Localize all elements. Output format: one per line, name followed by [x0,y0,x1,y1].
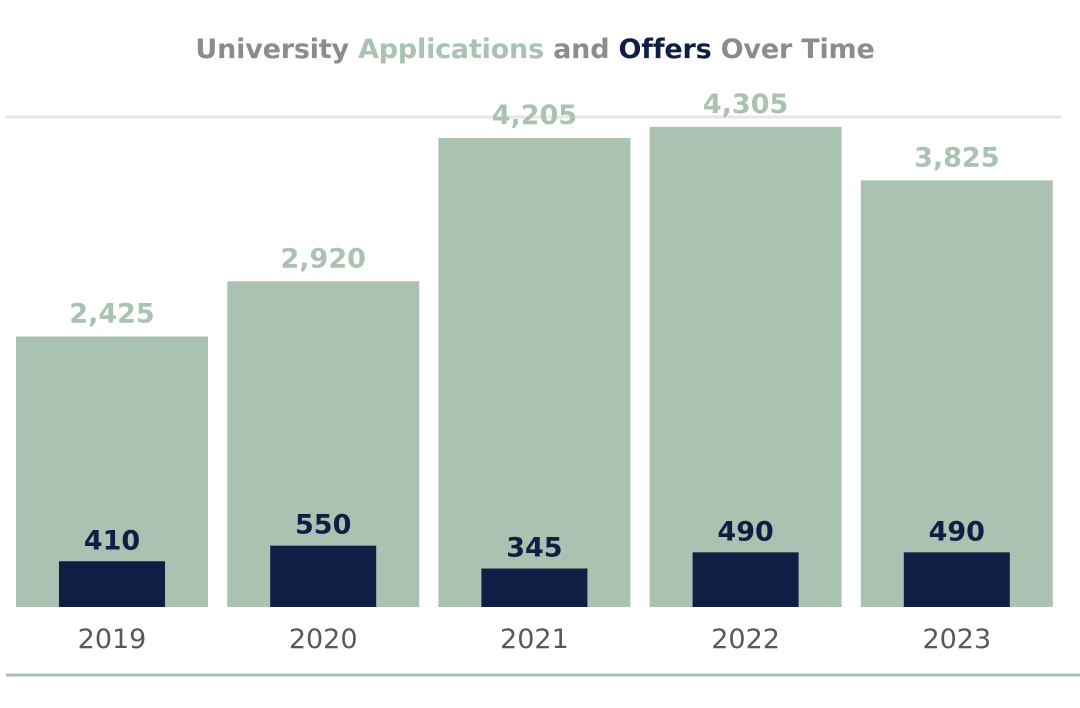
applications-label-2020: 2,920 [280,243,365,274]
offers-bar-2022 [692,552,799,607]
applications-label-2021: 4,205 [492,100,577,131]
labels-group: 2,425 410 2,920 550 4,205 345 4,305 490 3,825 490 [69,89,999,564]
offers-label-2023: 490 [929,516,985,547]
x-axis-ticks: 2019 2020 2021 2022 2023 [78,624,992,655]
applications-bar-2023 [860,180,1053,607]
x-tick-2022: 2022 [711,624,780,655]
offers-label-2019: 410 [84,525,140,556]
applications-label-2023: 3,825 [914,142,999,173]
applications-label-2022: 4,305 [703,89,788,120]
applications-bar-2021 [438,137,631,607]
x-tick-2019: 2019 [78,624,147,655]
x-tick-2023: 2023 [922,624,991,655]
title-part-3: and [543,34,619,65]
offers-label-2022: 490 [717,516,773,547]
title-offers: Offers [618,34,712,65]
offers-bar-2019 [59,561,165,607]
x-tick-2021: 2021 [500,624,569,655]
chart-title: University Applications and Offers Over … [0,34,1070,65]
offers-label-2021: 345 [506,533,562,564]
offers-bar-2021 [481,568,588,607]
title-part-5: Over Time [711,34,875,65]
bars-group [16,126,1053,608]
offers-label-2020: 550 [295,510,351,541]
title-part-1: University [195,34,359,65]
offers-bar-2020 [270,545,377,607]
title-applications: Applications [358,34,544,65]
applications-bar-2022 [649,126,842,608]
applications-label-2019: 2,425 [69,299,154,330]
x-tick-2020: 2020 [289,624,358,655]
offers-bar-2023 [903,552,1010,607]
